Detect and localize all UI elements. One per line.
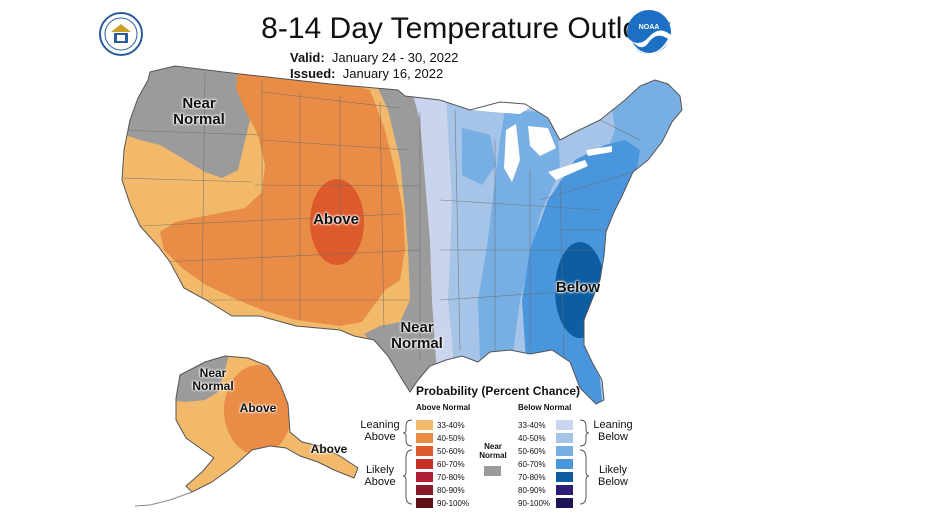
noaa-logo-icon: NOAA <box>627 10 671 55</box>
below-50-60-lakes <box>462 128 496 185</box>
legend-likely-above: Likely Above <box>364 464 396 489</box>
label-alaska-near-normal: Near Normal <box>192 366 234 393</box>
legend-below-bin-label: 80-90% <box>518 486 546 495</box>
legend-below-bin-swatch <box>556 433 573 443</box>
legend-below-bin-swatch <box>556 459 573 469</box>
legend-above-bin-swatch <box>416 433 433 443</box>
legend-below-bin-swatch <box>556 446 573 456</box>
label-alaska-above: Above <box>239 401 277 415</box>
legend-above-bin-label: 90-100% <box>437 499 470 508</box>
state-borders <box>122 71 641 361</box>
legend-leaning-above: Leaning Above <box>360 419 400 444</box>
legend-below-bin-label: 70-80% <box>518 473 546 482</box>
lake-erie <box>548 160 588 180</box>
issued-value: January 16, 2022 <box>342 66 444 81</box>
legend-below-bin-label: 60-70% <box>518 460 546 469</box>
legend-below-header: Below Normal <box>518 403 572 412</box>
legend-likely-below: Likely Below <box>598 464 628 489</box>
lake-michigan <box>504 124 520 182</box>
legend-above-bin-label: 33-40% <box>437 421 465 430</box>
department-of-commerce-seal-icon <box>99 12 143 56</box>
below-50-60-band <box>478 110 560 404</box>
legend-title: Probability (Percent Chance) <box>416 384 581 398</box>
label-texas-near-normal: Near Normal <box>391 319 443 352</box>
legend-above-header: Above Normal <box>416 403 471 412</box>
noaa-logo-text: NOAA <box>639 24 660 31</box>
legend: Probability (Percent Chance) Above Norma… <box>350 384 640 514</box>
legend-above-bin-label: 40-50% <box>437 434 465 443</box>
legend-above-bin-label: 80-90% <box>437 486 465 495</box>
legend-above-bin-swatch <box>416 459 433 469</box>
issued-line: Issued: January 16, 2022 <box>290 66 443 81</box>
below-33-40-band <box>403 66 458 404</box>
legend-above-bin-swatch <box>416 420 433 430</box>
legend-below-bin-swatch <box>556 485 573 495</box>
legend-above-bin-label: 50-60% <box>437 447 465 456</box>
legend-below-bin-label: 33-40% <box>518 421 546 430</box>
label-se-alaska-above: Above <box>310 442 348 456</box>
valid-value: January 24 - 30, 2022 <box>331 50 459 65</box>
page-title: 8-14 Day Temperature Outlook <box>261 12 671 45</box>
legend-near-normal-label: Near Normal <box>479 442 507 460</box>
label-above-center: Above <box>313 211 359 228</box>
legend-below-braces <box>579 419 590 505</box>
valid-label: Valid: <box>290 50 325 65</box>
valid-line: Valid: January 24 - 30, 2022 <box>290 50 458 65</box>
legend-below-bin-label: 90-100% <box>518 499 551 508</box>
legend-above-bin-label: 70-80% <box>437 473 465 482</box>
issued-label: Issued: <box>290 66 336 81</box>
conus-outline <box>121 65 683 405</box>
aleutian-islands <box>134 491 193 507</box>
legend-above-bin-label: 60-70% <box>437 460 465 469</box>
legend-near-normal-swatch <box>484 466 501 476</box>
legend-below-bin-label: 50-60% <box>518 447 546 456</box>
legend-leaning-below: Leaning Below <box>593 419 633 444</box>
legend-below-bin-swatch <box>556 420 573 430</box>
legend-above-bin-swatch <box>416 446 433 456</box>
alaska-above-40-50 <box>224 365 292 455</box>
near-normal-northwest <box>122 66 260 178</box>
lake-ontario <box>586 146 612 156</box>
label-below-southeast: Below <box>555 279 601 296</box>
above-50-60-core <box>310 179 364 265</box>
lake-huron <box>528 126 556 156</box>
legend-below-bin-swatch <box>556 472 573 482</box>
legend-above-braces <box>402 419 413 505</box>
legend-above-bin-swatch <box>416 498 433 508</box>
legend-above-bin-swatch <box>416 472 433 482</box>
alaska-outline <box>175 355 359 493</box>
label-nw-near-normal: Near Normal <box>173 95 225 128</box>
legend-below-bin-swatch <box>556 498 573 508</box>
legend-above-bin-swatch <box>416 485 433 495</box>
legend-below-bin-label: 40-50% <box>518 434 546 443</box>
near-normal-central <box>364 66 440 404</box>
